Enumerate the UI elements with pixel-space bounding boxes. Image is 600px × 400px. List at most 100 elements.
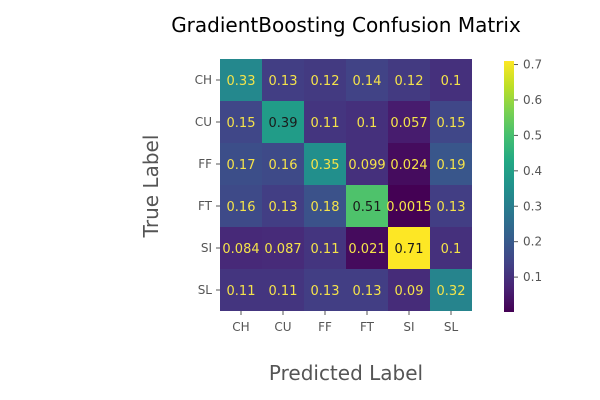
- cell-value-label: 0.16: [269, 158, 298, 173]
- y-tick-label-SL: SL: [198, 283, 213, 297]
- cell-value-label: 0.11: [227, 284, 256, 299]
- heatmap-cell-CU-SI: [388, 101, 430, 143]
- cell-value-labels: 0.33 0.13 0.12 0.14 0.12 0.1 0.15 0.39 0.11 0.1 0.…: [222, 74, 465, 299]
- x-tick-label-SI: SI: [403, 320, 414, 334]
- cell-value-label: 0.11: [269, 284, 298, 299]
- heatmap-cell-FT-SL: [430, 185, 472, 227]
- cell-value-label: 0.11: [311, 242, 340, 257]
- y-tick-label-FT: FT: [198, 199, 213, 213]
- heatmap-cell-CH-FT: [346, 59, 388, 101]
- cell-value-label: 0.11: [311, 116, 340, 131]
- cell-value-label: 0.087: [264, 242, 301, 257]
- heatmap-cell-CH-CU: [262, 59, 304, 101]
- cell-value-label: 0.1: [357, 116, 378, 131]
- heatmap-cell-FT-CU: [262, 185, 304, 227]
- y-axis-ticks: CH CU FF FT SI SL: [195, 73, 220, 297]
- cell-value-label: 0.13: [269, 74, 298, 89]
- colorbar-tick-label-0.5: 0.5: [523, 128, 542, 142]
- cell-value-label: 0.14: [353, 74, 382, 89]
- cell-value-label: 0.084: [222, 242, 259, 257]
- heatmap-cell-CU-SL: [430, 101, 472, 143]
- heatmap-cell-CU-FT: [346, 101, 388, 143]
- y-tick-label-SI: SI: [201, 241, 212, 255]
- colorbar-tick-label-0.3: 0.3: [523, 199, 542, 213]
- x-tick-label-FT: FT: [360, 320, 375, 334]
- heatmap-cell-SL-FF: [304, 269, 346, 311]
- heatmap-cell-CH-SL: [430, 59, 472, 101]
- heatmap-cell-FF-SL: [430, 143, 472, 185]
- heatmap-cell-FF-CU: [262, 143, 304, 185]
- heatmap-cell-FF-SI: [388, 143, 430, 185]
- cell-value-label: 0.19: [437, 158, 466, 173]
- colorbar: 0.1 0.2 0.3 0.4 0.5 0.6 0.7: [504, 58, 542, 312]
- cell-value-label: 0.35: [311, 158, 340, 173]
- colorbar-gradient: [504, 61, 514, 312]
- cell-value-label: 0.39: [269, 116, 298, 131]
- colorbar-tick-label-0.7: 0.7: [523, 58, 542, 72]
- cell-value-label: 0.1: [441, 242, 462, 257]
- cell-value-label: 0.18: [311, 200, 340, 215]
- heatmap-cell-FF-FF: [304, 143, 346, 185]
- colorbar-tick-label-0.1: 0.1: [523, 270, 542, 284]
- cell-value-label: 0.33: [227, 74, 256, 89]
- heatmap-cell-FT-CH: [220, 185, 262, 227]
- cell-value-label: 0.12: [395, 74, 424, 89]
- cell-value-label: 0.15: [227, 116, 256, 131]
- heatmap-cell-CH-CH: [220, 59, 262, 101]
- x-axis-label: Predicted Label: [269, 361, 423, 385]
- cell-value-label: 0.099: [348, 158, 385, 173]
- heatmap-cell-SL-FT: [346, 269, 388, 311]
- colorbar-tick-label-0.4: 0.4: [523, 164, 542, 178]
- cell-value-label: 0.15: [437, 116, 466, 131]
- heatmap-cell-CH-FF: [304, 59, 346, 101]
- heatmap-cell-CU-CU: [262, 101, 304, 143]
- cell-value-label: 0.0015: [386, 200, 432, 215]
- x-tick-label-CU: CU: [274, 320, 291, 334]
- heatmap-cell-CU-FF: [304, 101, 346, 143]
- colorbar-ticks: 0.1 0.2 0.3 0.4 0.5 0.6 0.7: [514, 58, 542, 284]
- y-tick-label-CU: CU: [195, 115, 212, 129]
- colorbar-tick-label-0.6: 0.6: [523, 93, 542, 107]
- cell-value-label: 0.13: [269, 200, 298, 215]
- heatmap-grid: [220, 59, 472, 311]
- heatmap-cell-SI-FF: [304, 227, 346, 269]
- heatmap-cell-SI-CH: [220, 227, 262, 269]
- heatmap-cell-FT-FT: [346, 185, 388, 227]
- y-tick-label-CH: CH: [195, 73, 212, 87]
- cell-value-label: 0.16: [227, 200, 256, 215]
- heatmap-cell-FT-SI: [388, 185, 430, 227]
- cell-value-label: 0.024: [390, 158, 427, 173]
- heatmap-cell-FT-FF: [304, 185, 346, 227]
- x-tick-label-CH: CH: [232, 320, 249, 334]
- colorbar-tick-label-0.2: 0.2: [523, 235, 542, 249]
- heatmap-cell-SI-FT: [346, 227, 388, 269]
- heatmap-cell-CH-SI: [388, 59, 430, 101]
- cell-value-label: 0.17: [227, 158, 256, 173]
- x-tick-label-SL: SL: [444, 320, 459, 334]
- cell-value-label: 0.1: [441, 74, 462, 89]
- y-tick-label-FF: FF: [198, 157, 212, 171]
- cell-value-label: 0.32: [437, 284, 466, 299]
- cell-value-label: 0.057: [390, 116, 427, 131]
- cell-value-label: 0.12: [311, 74, 340, 89]
- heatmap-cell-FF-CH: [220, 143, 262, 185]
- heatmap-cell-SL-CH: [220, 269, 262, 311]
- cell-value-label: 0.13: [353, 284, 382, 299]
- heatmap-cell-SI-CU: [262, 227, 304, 269]
- cell-value-label: 0.09: [395, 284, 424, 299]
- heatmap-cell-SI-SL: [430, 227, 472, 269]
- heatmap-cell-SI-SI: [388, 227, 430, 269]
- heatmap-cell-SL-SI: [388, 269, 430, 311]
- cell-value-label: 0.13: [311, 284, 340, 299]
- x-tick-label-FF: FF: [318, 320, 332, 334]
- cell-value-label: 0.51: [353, 200, 382, 215]
- cell-value-label: 0.13: [437, 200, 466, 215]
- heatmap-cell-FF-FT: [346, 143, 388, 185]
- x-axis-ticks: CH CU FF FT SI SL: [232, 311, 458, 334]
- heatmap-cell-CU-CH: [220, 101, 262, 143]
- y-axis-label: True Label: [139, 135, 163, 239]
- cell-value-label: 0.021: [348, 242, 385, 257]
- heatmap-cell-SL-CU: [262, 269, 304, 311]
- chart-title: GradientBoosting Confusion Matrix: [171, 13, 521, 37]
